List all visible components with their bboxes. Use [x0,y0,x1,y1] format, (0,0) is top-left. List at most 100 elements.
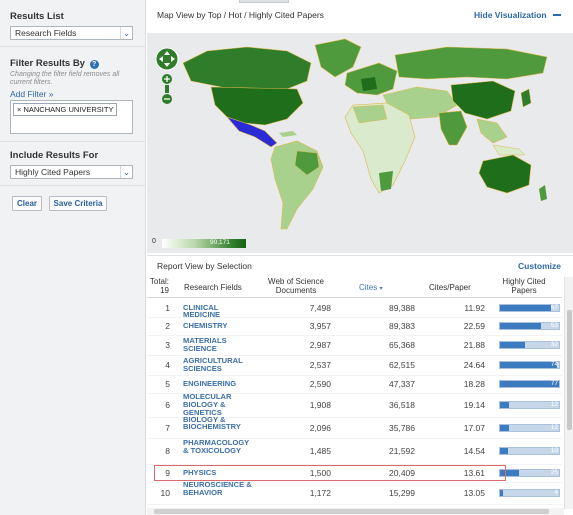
field-link[interactable]: CLINICAL MEDICINE [183,302,221,320]
field-link[interactable]: MOLECULAR BIOLOGY & GENETICS [183,392,232,417]
horizontal-scrollbar[interactable] [147,508,564,515]
header-research-fields[interactable]: Research Fields [184,283,242,292]
caribbean-region[interactable] [279,131,297,137]
cites-per-paper-cell: 18.28 [463,379,485,389]
legend-gradient [162,239,246,248]
horizontal-scroll-thumb[interactable] [154,509,549,514]
filter-chip[interactable]: × NANCHANG UNIVERSITY [13,103,118,116]
row-divider [147,375,562,376]
filter-section: Filter Results By ? Changing the filter … [0,58,146,134]
highly-cited-bar-fill [500,362,557,368]
china-region[interactable] [450,80,516,120]
field-link[interactable]: PHARMACOLOGY & TOXICOLOGY [183,438,250,455]
japan-region[interactable] [520,88,532,108]
header-wos-documents[interactable]: Web of Science Documents [268,277,324,295]
vertical-scroll-thumb[interactable] [567,310,572,430]
highly-cited-bar-fill [500,470,519,476]
divider [147,255,573,256]
hide-visualization-link[interactable]: Hide Visualization [474,10,561,20]
zoom-slider[interactable] [165,85,169,93]
docs-cell: 2,537 [309,360,331,370]
highly-cited-bar: 67 [499,303,560,312]
pan-control[interactable] [155,47,179,71]
cites-cell: 36,518 [389,400,415,410]
header-highly-cited[interactable]: Highly Cited Papers [502,277,546,295]
rank-cell: 9 [165,468,170,478]
highly-cited-value: 12 [550,401,558,408]
india-region[interactable] [438,110,468,146]
brazil-region[interactable] [294,150,320,176]
cites-cell: 15,299 [389,488,415,498]
chevron-down-icon: ⌄ [120,166,132,178]
north-africa-region[interactable] [352,104,388,124]
field-link[interactable]: BIOLOGY & BIOCHEMISTRY [183,414,241,432]
include-value: Highly Cited Papers [15,167,91,177]
cites-cell: 89,388 [389,302,415,313]
report-title: Report View by Selection [157,261,252,271]
filter-label: Filter Results By [10,58,85,69]
field-link[interactable]: NEUROSCIENCE & BEHAVIOR [183,480,252,497]
southeast-asia-region[interactable] [476,118,508,144]
docs-cell: 3,957 [309,321,331,331]
results-list-section: Results List Research Fields ⌄ [0,11,146,40]
include-select[interactable]: Highly Cited Papers ⌄ [10,165,133,179]
western-europe-region[interactable] [361,77,377,91]
cites-per-paper-cell: 24.64 [463,360,485,370]
field-link[interactable]: CHEMISTRY [183,321,228,330]
results-list-label: Results List [10,11,64,22]
highly-cited-bar: 74 [499,361,560,369]
mexico-region[interactable] [226,116,278,148]
results-list-select[interactable]: Research Fields ⌄ [10,26,133,40]
greenland-region[interactable] [314,38,362,78]
field-link[interactable]: AGRICULTURAL SCIENCES [183,356,243,373]
highly-cited-bar-fill [500,323,541,329]
row-highlight [154,465,506,481]
header-cites-per-paper[interactable]: Cites/Paper [429,283,471,292]
row-divider [147,317,562,318]
new-zealand-region[interactable] [539,185,547,201]
vertical-scrollbar[interactable] [564,277,573,509]
rank-cell: 7 [165,422,170,433]
australia-region[interactable] [478,154,532,194]
rank-cell: 1 [165,302,170,313]
legend-max: 90,171 [210,239,230,246]
include-section: Include Results For Highly Cited Papers … [0,150,146,179]
main-panel: Map View by Top / Hot / Highly Cited Pap… [147,0,573,515]
usa-region[interactable] [210,86,304,126]
docs-cell: 1,908 [309,400,331,410]
indonesia-region[interactable] [492,144,526,156]
zoom-out-icon[interactable] [162,94,172,104]
hide-visualization-label: Hide Visualization [474,10,547,20]
header-divider [147,297,562,298]
world-map[interactable] [147,33,573,253]
row-divider [147,482,562,483]
field-link[interactable]: MATERIALS SCIENCE [183,336,227,353]
highly-cited-bar-fill [500,402,509,408]
highly-cited-bar: 12 [499,423,560,432]
filter-label-row: Filter Results By ? [10,58,136,69]
highly-cited-bar-fill [500,381,559,387]
row-divider [147,438,562,439]
highly-cited-value: 74 [550,361,558,368]
header-cites[interactable]: Cites ▾ [359,283,382,294]
help-icon[interactable]: ? [89,60,99,69]
zoom-in-icon[interactable] [162,74,172,84]
row-divider [147,417,562,418]
field-link[interactable]: ENGINEERING [183,379,237,388]
cites-per-paper-cell: 11.92 [464,302,485,313]
top-tab-handle[interactable] [239,0,289,3]
highly-cited-bar-fill [500,490,503,496]
highly-cited-bar-fill [500,304,551,311]
sidebar: Results List Research Fields ⌄ Filter Re… [0,0,146,515]
filter-box: × NANCHANG UNIVERSITY [10,100,133,134]
clear-button[interactable]: Clear [12,196,43,211]
field-link[interactable]: PHYSICS [183,468,217,477]
russia-region[interactable] [394,46,548,80]
canada-region[interactable] [182,46,312,92]
header-total: Total: 19 [149,277,169,295]
add-filter-link[interactable]: Add Filter » [10,89,54,99]
customize-link[interactable]: Customize [518,261,561,271]
south-africa-region[interactable] [379,171,393,191]
save-criteria-button[interactable]: Save Criteria [48,196,108,211]
